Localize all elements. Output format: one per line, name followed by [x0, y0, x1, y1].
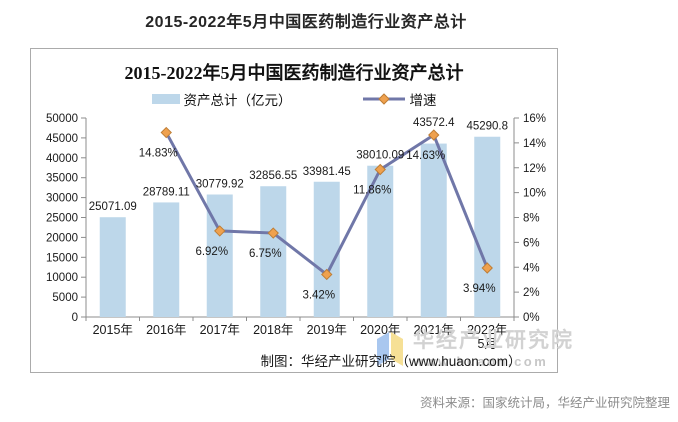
bar-2019年 [313, 181, 340, 317]
chart-title: 2015-2022年5月中国医药制造行业资产总计 [124, 63, 464, 83]
left-axis-label: 0 [72, 312, 78, 324]
bar-value-label: 25071.09 [89, 201, 137, 213]
bar-2018年 [260, 186, 287, 317]
plot-area: 0 5000 10000 15000 20000 25000 30000 35000 40000… [46, 113, 546, 351]
x-axis-label: 2021年 [414, 323, 454, 337]
x-axis-label: 2019年 [307, 323, 347, 337]
bar-value-label: 43572.4 [413, 117, 455, 129]
left-axis-label: 5000 [52, 292, 78, 304]
source-note: 资料来源：国家统计局，华经产业研究院整理 [419, 396, 670, 410]
growth-marker [374, 163, 386, 176]
growth-marker [481, 262, 493, 274]
bar-value-label: 33981.45 [303, 166, 351, 178]
bar-2015年 [99, 217, 126, 317]
bar-2021年 [420, 143, 447, 317]
legend-item-growth: 增速 [362, 89, 437, 109]
right-axis-label: 6% [523, 237, 540, 249]
right-axis-label: 4% [523, 262, 540, 274]
growth-value-label: 14.63% [406, 150, 445, 162]
left-axis-label: 20000 [46, 232, 78, 244]
right-axis-label: 12% [523, 163, 546, 175]
right-axis-label: 16% [523, 113, 546, 125]
x-axis-label: 2016年 [146, 323, 186, 337]
legend-label-assets: 资产总计（亿元） [183, 93, 292, 108]
chart-credit: 制图：华经产业研究院（www.huaon.com） [260, 354, 522, 369]
growth-marker [428, 129, 440, 141]
bar-value-label: 28789.11 [143, 186, 190, 198]
bar-value-label: 30779.92 [196, 178, 244, 190]
x-axis-label: 2015年 [93, 323, 133, 337]
right-axis-label: 2% [523, 287, 540, 299]
x-axis-label: 2017年 [200, 323, 240, 337]
left-axis-label: 10000 [46, 272, 78, 284]
growth-value-label: 11.86% [353, 184, 391, 196]
left-axis-label: 40000 [46, 153, 78, 165]
bar-2020年 [367, 165, 394, 317]
bar-2016年 [153, 202, 180, 317]
legend-label-growth: 增速 [409, 93, 437, 108]
right-axis-label: 8% [523, 213, 540, 225]
bar-value-label: 45290.8 [466, 121, 508, 133]
left-axis-label: 50000 [46, 113, 78, 125]
growth-marker [160, 126, 172, 139]
growth-value-label: 14.83% [139, 148, 178, 160]
growth-value-label: 3.42% [302, 289, 335, 301]
growth-marker [267, 227, 279, 239]
page-title: 2015-2022年5月中国医药制造行业资产总计 [145, 14, 467, 31]
left-axis-label: 25000 [46, 213, 78, 225]
bar-value-label: 32856.55 [249, 170, 297, 182]
growth-value-label: 6.92% [195, 246, 228, 258]
legend-line-swatch [362, 93, 405, 105]
x-axis-label: 2018年 [253, 323, 293, 337]
x-axis-label: 2020年 [360, 323, 400, 337]
left-axis-label: 15000 [46, 252, 78, 264]
bar-value-label: 38010.09 [356, 150, 404, 162]
right-axis-label: 0% [523, 312, 540, 324]
legend-item-assets: 资产总计（亿元） [151, 89, 292, 109]
bar-2022年 [474, 136, 501, 317]
growth-value-label: 3.94% [463, 283, 496, 295]
growth-marker [321, 268, 333, 281]
legend-bar-swatch [151, 94, 180, 104]
x-axis-label: 2022年 5月 [467, 323, 507, 351]
left-axis-label: 35000 [46, 173, 78, 185]
left-axis-label: 45000 [46, 133, 78, 145]
chart-panel: 2015-2022年5月中国医药制造行业资产总计 资产总计（亿元） 增速 0 50… [30, 48, 572, 373]
right-axis-label: 10% [523, 188, 546, 200]
right-axis-label: 14% [523, 138, 546, 150]
growth-marker [214, 225, 226, 237]
left-axis-label: 30000 [46, 193, 78, 205]
growth-value-label: 6.75% [249, 248, 282, 260]
legend: 资产总计（亿元） 增速 [31, 89, 557, 109]
